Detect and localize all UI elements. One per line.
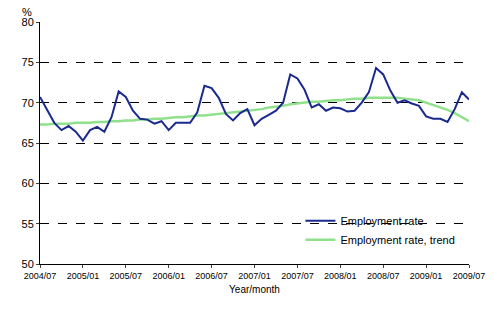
svg-text:2005/01: 2005/01 (67, 271, 100, 281)
svg-text:2005/07: 2005/07 (110, 271, 143, 281)
svg-text:2008/07: 2008/07 (367, 271, 400, 281)
svg-text:75: 75 (22, 56, 34, 68)
svg-text:80: 80 (22, 16, 34, 28)
svg-text:%: % (22, 6, 32, 18)
svg-text:Employment rate: Employment rate (340, 215, 423, 227)
svg-text:65: 65 (22, 137, 34, 149)
svg-text:2008/01: 2008/01 (324, 271, 357, 281)
svg-text:70: 70 (22, 97, 34, 109)
svg-text:2007/07: 2007/07 (281, 271, 314, 281)
svg-text:2006/07: 2006/07 (195, 271, 228, 281)
svg-text:2009/01: 2009/01 (410, 271, 443, 281)
svg-text:50: 50 (22, 258, 34, 270)
svg-text:55: 55 (22, 218, 34, 230)
svg-text:Employment rate, trend: Employment rate, trend (340, 234, 454, 246)
svg-text:60: 60 (22, 177, 34, 189)
svg-text:Year/month: Year/month (229, 284, 280, 295)
svg-text:2006/01: 2006/01 (152, 271, 185, 281)
svg-text:2009/07: 2009/07 (453, 271, 486, 281)
svg-text:2007/01: 2007/01 (238, 271, 271, 281)
svg-text:2004/07: 2004/07 (24, 271, 57, 281)
